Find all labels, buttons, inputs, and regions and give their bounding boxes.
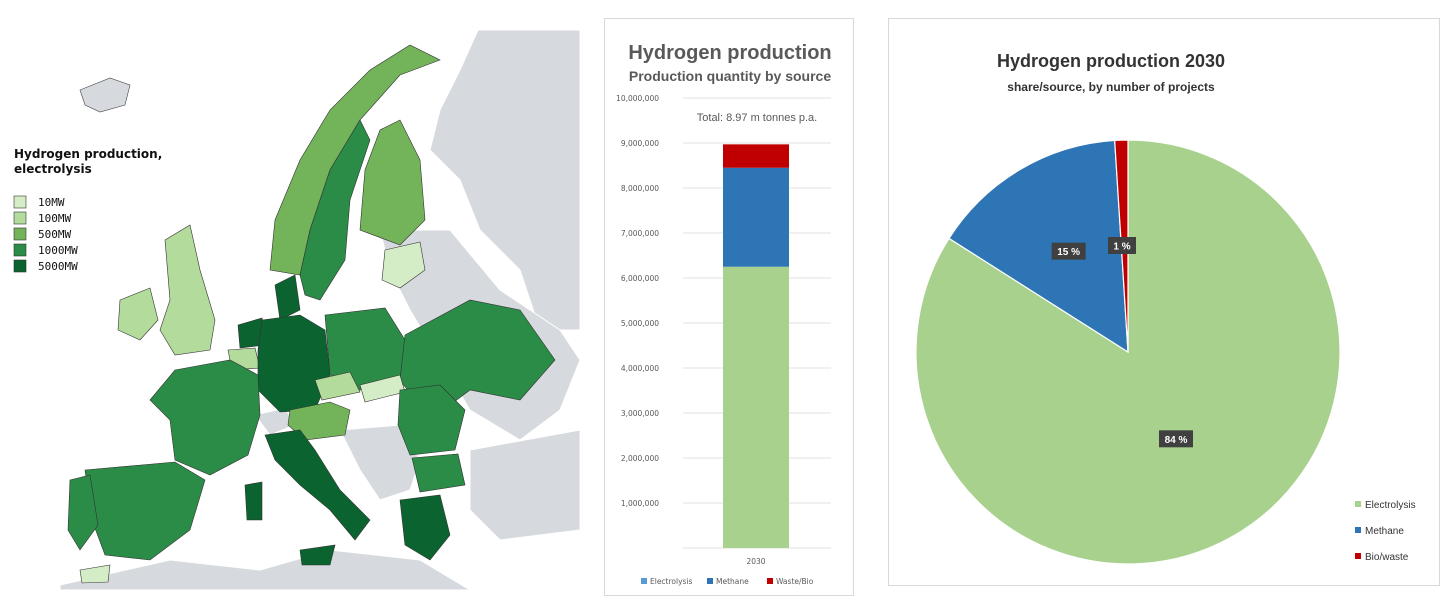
- bar-legend-label: Waste/Bio: [776, 577, 814, 586]
- pie-data-labels: 84 % 15 % 1 %: [1051, 237, 1194, 448]
- map-legend-swatch: [13, 243, 27, 257]
- bar-y-tick-label: 7,000,000: [621, 229, 659, 238]
- pie-legend-swatch: [1355, 553, 1361, 559]
- map-legend-swatch: [13, 195, 27, 209]
- bar-y-tick-label: 2,000,000: [621, 454, 659, 463]
- map-legend-swatch: [13, 211, 27, 225]
- bar-segment-methane: [723, 167, 789, 267]
- europe-hydrogen-map: Hydrogen production, electrolysis 10MW 10…: [0, 30, 580, 590]
- pie-data-label: 1 %: [1113, 242, 1130, 253]
- pie-legend-label: Electrolysis: [1365, 500, 1416, 511]
- bar-legend-swatch: [641, 578, 647, 584]
- map-region-uk: [159, 224, 216, 356]
- pie-legend-label: Bio/waste: [1365, 552, 1409, 563]
- map-region-sardinia: [244, 481, 263, 521]
- pie-legend-swatch: [1355, 501, 1361, 507]
- bar-y-tick-label: 1,000,000: [621, 499, 659, 508]
- map-region-austria-hungary: [287, 401, 351, 441]
- pie-data-label: 84 %: [1165, 435, 1188, 446]
- bar-stack: [723, 144, 789, 548]
- map-region-germany: [257, 314, 331, 413]
- map-region-france: [149, 359, 261, 476]
- map-legend-label: 5000MW: [38, 260, 78, 273]
- bar-legend-label: Electrolysis: [650, 577, 693, 586]
- bar-chart-svg: Hydrogen production Production quantity …: [616, 42, 832, 586]
- pie-legend-label: Methane: [1365, 526, 1404, 537]
- bar-y-tick-label: 6,000,000: [621, 274, 659, 283]
- bar-x-tick-label: 2030: [746, 557, 765, 566]
- pie-legend: Electrolysis Methane Bio/waste: [1355, 500, 1416, 563]
- bar-chart-subtitle: Production quantity by source: [629, 68, 831, 84]
- pie-chart-panel: Hydrogen production 2030 share/source, b…: [888, 18, 1440, 586]
- bar-legend: Electrolysis Methane Waste/Bio: [641, 577, 814, 586]
- pie-data-label: 15 %: [1057, 247, 1080, 258]
- map-region-portugal: [67, 474, 99, 551]
- map-legend-label: 1000MW: [38, 244, 78, 257]
- pie-chart-subtitle: share/source, by number of projects: [1007, 80, 1215, 94]
- bar-chart-panel: Hydrogen production Production quantity …: [604, 18, 854, 596]
- bar-y-tick-label: 10,000,000: [616, 94, 659, 103]
- map-region-baltics: [381, 241, 426, 289]
- pie-data-label-box: [1108, 237, 1136, 254]
- bar-segment-waste-bio: [723, 144, 789, 168]
- bar-y-tick-label: 4,000,000: [621, 364, 659, 373]
- europe-map-svg: Hydrogen production, electrolysis 10MW10…: [13, 30, 580, 590]
- pie-slice-methane: [948, 139, 1129, 354]
- map-region-bulgaria: [411, 453, 466, 493]
- bar-chart-total-annotation: Total: 8.97 m tonnes p.a.: [697, 112, 817, 124]
- map-region-czechia: [314, 371, 361, 401]
- pie-slice-electrolysis: [915, 139, 1341, 565]
- pie-chart-title: Hydrogen production 2030: [997, 51, 1225, 71]
- pie-chart-svg: Hydrogen production 2030 share/source, b…: [915, 51, 1416, 565]
- map-legend-title-line2: electrolysis: [14, 162, 92, 176]
- map-region-sweden: [299, 119, 371, 301]
- map-region-romania: [397, 384, 466, 456]
- bar-segment-electrolysis: [723, 266, 789, 548]
- map-legend-label: 100MW: [38, 212, 71, 225]
- map-region-denmark: [274, 274, 301, 321]
- map-legend-swatch: [13, 259, 27, 273]
- bar-legend-swatch: [707, 578, 713, 584]
- map-region-finland: [359, 119, 426, 246]
- map-legend-swatch: [13, 227, 27, 241]
- bar-legend-label: Methane: [716, 577, 749, 586]
- bar-legend-swatch: [767, 578, 773, 584]
- bar-y-tick-label: 5,000,000: [621, 319, 659, 328]
- map-region-turkey: [469, 429, 580, 541]
- map-region-spain: [84, 461, 206, 561]
- pie-data-label-box: [1051, 242, 1086, 260]
- pie-data-label-box: [1159, 430, 1194, 448]
- map-region-ireland: [117, 287, 159, 341]
- map-region-sicily: [299, 544, 336, 566]
- pie-legend-swatch: [1355, 527, 1361, 533]
- map-region-iceland: [79, 77, 131, 113]
- bar-y-tick-label: 9,000,000: [621, 139, 659, 148]
- map-legend-label: 500MW: [38, 228, 71, 241]
- bar-chart-title: Hydrogen production: [628, 42, 831, 64]
- bar-y-tick-label: 3,000,000: [621, 409, 659, 418]
- map-region-cyprus: [79, 564, 111, 584]
- map-legend-label: 10MW: [38, 196, 65, 209]
- map-region-italy: [264, 429, 371, 541]
- bar-x-tick-labels: 2030: [746, 557, 765, 566]
- map-legend-title-line1: Hydrogen production,: [14, 147, 162, 161]
- bar-y-tick-label: 8,000,000: [621, 184, 659, 193]
- map-legend: 10MW 100MW 500MW 1000MW 5000MW: [13, 195, 78, 273]
- map-region-north-africa: [59, 549, 471, 590]
- pie-slices: [915, 139, 1341, 565]
- map-region-greece: [399, 494, 451, 561]
- map-region-russia-east: [429, 30, 580, 331]
- bar-y-tick-labels: 1,000,000 2,000,000 3,000,000 4,000,000 5,00…: [616, 94, 659, 508]
